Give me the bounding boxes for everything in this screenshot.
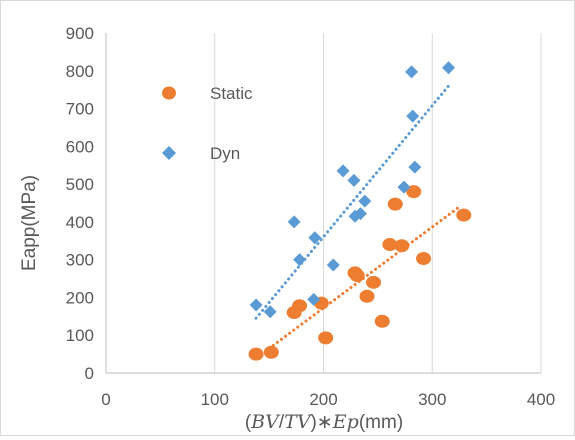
point-static-13 <box>394 239 410 253</box>
point-static-12 <box>387 197 403 211</box>
y-tick-label-300: 300 <box>66 251 94 270</box>
y-tick-label-700: 700 <box>66 100 94 119</box>
gridlines <box>214 33 542 373</box>
x-tick-label-400: 400 <box>527 390 555 409</box>
point-static-11 <box>382 238 398 252</box>
point-dyn-11 <box>358 194 372 208</box>
x-tick-label-200: 200 <box>309 390 337 409</box>
x-title-open: ( <box>245 412 252 433</box>
point-dyn-15 <box>408 160 422 174</box>
point-static-14 <box>406 185 422 199</box>
point-dyn-5 <box>308 231 322 245</box>
x-title-slash: / <box>279 412 285 433</box>
x-tick-label-300: 300 <box>418 390 446 409</box>
axes <box>105 33 541 374</box>
point-static-3 <box>292 299 308 313</box>
legend: Static Dyn <box>162 84 253 163</box>
y-axis-title: Eapp(MPa) <box>19 175 40 271</box>
y-tick-label-500: 500 <box>66 175 94 194</box>
x-title-unit: (mm) <box>359 412 403 433</box>
point-static-5 <box>318 331 334 345</box>
x-title-ep: Ep <box>332 411 359 433</box>
trendline-dyn <box>254 84 451 320</box>
x-tick-label-100: 100 <box>201 390 229 409</box>
legend-static-marker <box>162 86 176 100</box>
y-tick-label-0: 0 <box>85 364 94 383</box>
legend-dyn-marker <box>162 146 176 160</box>
point-static-8 <box>359 289 375 303</box>
point-dyn-0 <box>249 298 263 312</box>
legend-dyn-label: Dyn <box>210 144 240 163</box>
point-dyn-14 <box>406 109 420 123</box>
x-title-tv: TV <box>284 411 313 433</box>
point-static-0 <box>248 347 264 361</box>
legend-item-dyn: Dyn <box>162 144 240 163</box>
point-dyn-12 <box>397 180 411 194</box>
y-tick-label-400: 400 <box>66 213 94 232</box>
point-dyn-16 <box>442 61 456 75</box>
point-dyn-10 <box>353 207 367 221</box>
y-tick-label-900: 900 <box>66 24 94 43</box>
y-tick-label-100: 100 <box>66 326 94 345</box>
data-marks <box>248 61 472 361</box>
point-static-9 <box>366 275 382 289</box>
x-axis-title: (BV/TV)∗Ep(mm) <box>245 411 403 433</box>
point-dyn-1 <box>263 305 277 319</box>
tick-labels: 0 100 200 300 400 0 100 200 300 400 500 600 700 800 90… <box>66 24 556 409</box>
point-dyn-13 <box>405 65 419 79</box>
point-dyn-7 <box>336 164 350 178</box>
point-dyn-4 <box>307 292 321 306</box>
x-title-op: ∗ <box>317 412 333 433</box>
x-tick-label-0: 0 <box>101 390 110 409</box>
point-dyn-3 <box>293 253 307 267</box>
point-static-7 <box>349 269 365 283</box>
y-tick-label-800: 800 <box>66 62 94 81</box>
point-static-15 <box>416 252 432 266</box>
x-title-close: ) <box>311 412 317 433</box>
legend-static-label: Static <box>210 84 253 103</box>
y-tick-label-600: 600 <box>66 137 94 156</box>
y-tick-label-200: 200 <box>66 288 94 307</box>
point-static-10 <box>374 314 390 328</box>
x-title-bv: BV <box>250 411 281 433</box>
point-dyn-2 <box>287 215 301 229</box>
legend-item-static: Static <box>162 84 253 103</box>
point-dyn-8 <box>347 173 361 187</box>
point-dyn-6 <box>326 258 340 272</box>
point-static-1 <box>263 345 279 359</box>
point-static-16 <box>456 208 472 222</box>
